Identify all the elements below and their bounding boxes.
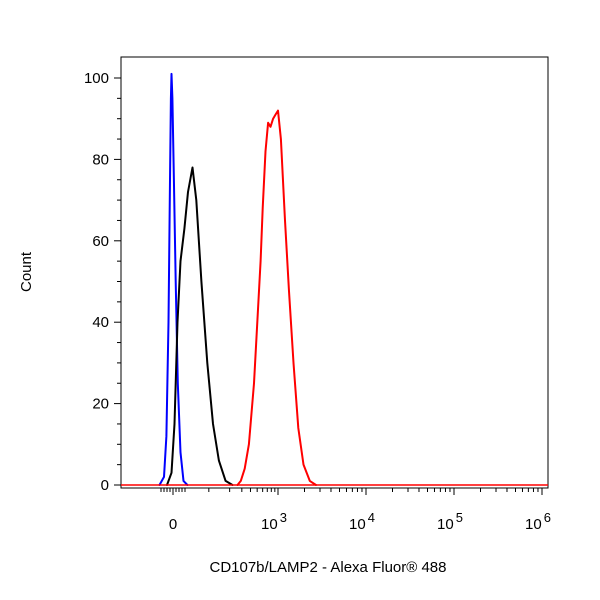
y-axis-label: Count	[18, 251, 35, 292]
x-tick-label: 0	[169, 516, 177, 533]
x-axis-label: CD107b/LAMP2 - Alexa Fluor® 488	[209, 559, 446, 576]
series-line-2	[166, 166, 234, 486]
x-minor-ticks	[160, 488, 539, 492]
x-tick-label: 10 3	[261, 510, 287, 533]
series-line-1	[158, 72, 189, 486]
plot-frame	[120, 56, 549, 489]
series-line-3	[236, 109, 317, 486]
y-tick-label: 100	[84, 70, 109, 87]
histogram-series	[121, 72, 548, 486]
y-tick-label: 40	[92, 314, 109, 331]
y-tick-label: 0	[101, 477, 109, 494]
y-tick-label: 20	[92, 396, 109, 413]
x-axis-ticks: 0 10 3 10 4 10 5 10 6	[169, 488, 551, 533]
x-tick-label: 10 4	[349, 510, 375, 533]
x-tick-label: 10 6	[525, 510, 551, 533]
y-axis-ticks: 0 20 40 60 80 100	[84, 70, 121, 494]
y-tick-label: 60	[92, 233, 109, 250]
y-tick-label: 80	[92, 151, 109, 168]
x-tick-label: 10 5	[437, 510, 463, 533]
